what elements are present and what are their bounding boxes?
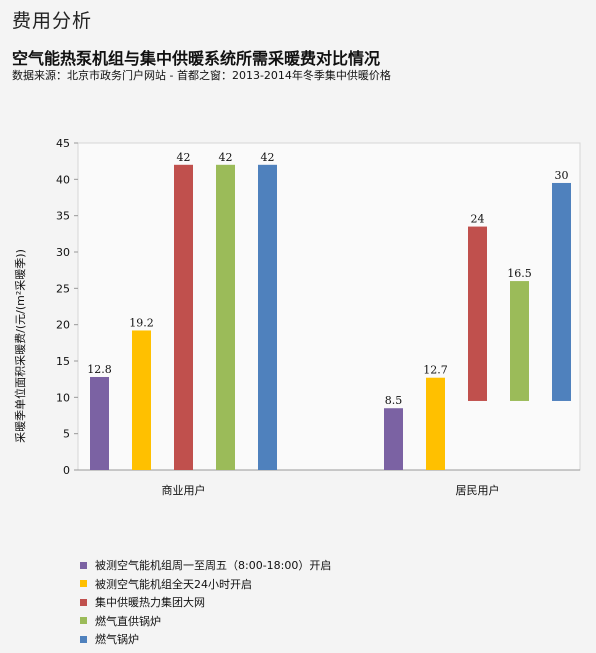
bar — [132, 330, 151, 470]
bars — [90, 164, 571, 471]
x-tick-label: 居民用户 — [456, 483, 500, 497]
page-title: 费用分析 — [12, 10, 93, 32]
bar — [90, 376, 109, 470]
x-axis: 商业用户 居民用户 — [162, 483, 500, 497]
legend-swatch — [80, 598, 87, 606]
y-tick-label: 40 — [56, 173, 70, 186]
y-tick-label: 5 — [63, 428, 70, 441]
legend-item: 被测空气能机组周一至周五（8:00-18:00）开启 — [80, 556, 331, 575]
bar — [510, 281, 529, 401]
legend-item: 燃气锅炉 — [80, 630, 331, 649]
bar-value-label: 30 — [555, 169, 569, 182]
legend-label: 燃气直供锅炉 — [95, 614, 161, 628]
legend-swatch — [80, 635, 87, 643]
y-tick-label: 15 — [56, 355, 70, 368]
legend-label: 集中供暖热力集团大网 — [95, 596, 205, 610]
legend-label: 被测空气能机组周一至周五（8:00-18:00）开启 — [95, 559, 332, 573]
legend: 被测空气能机组周一至周五（8:00-18:00）开启 被测空气能机组全天24小时开… — [80, 556, 331, 649]
legend-item: 燃气直供锅炉 — [80, 612, 331, 631]
legend-swatch — [80, 561, 87, 569]
y-tick-label: 45 — [56, 137, 70, 150]
x-tick-label: 商业用户 — [162, 483, 206, 497]
bar-value-label: 16.5 — [507, 267, 532, 280]
y-tick-label: 10 — [56, 391, 70, 404]
bar-chart: 0 5 10 15 20 25 30 35 40 45 12.8 19.2 42 42 42 8.5 12.7… — [13, 137, 581, 497]
legend-item: 集中供暖热力集团大网 — [80, 593, 331, 612]
y-axis: 0 5 10 15 20 25 30 35 40 45 — [56, 137, 78, 477]
y-tick-label: 20 — [56, 319, 70, 332]
legend-item: 被测空气能机组全天24小时开启 — [80, 575, 331, 594]
legend-label: 被测空气能机组全天24小时开启 — [95, 577, 252, 591]
chart-subtitle: 数据来源：北京市政务门户网站 - 首都之窗：2013-2014年冬季集中供暖价格 — [12, 69, 391, 82]
bar-value-label: 12.8 — [87, 363, 112, 376]
bar-value-label: 12.7 — [423, 364, 448, 377]
bar — [468, 226, 487, 401]
y-tick-label: 30 — [56, 246, 70, 259]
y-tick-label: 0 — [63, 464, 70, 477]
bar — [384, 408, 403, 470]
bar — [216, 164, 235, 471]
bar-value-label: 42 — [261, 151, 275, 164]
bar — [552, 182, 571, 401]
bar-value-label: 19.2 — [129, 316, 154, 329]
legend-swatch — [80, 617, 87, 625]
bar — [174, 164, 193, 471]
bar-value-label: 24 — [471, 213, 485, 226]
legend-swatch — [80, 580, 87, 588]
bar — [258, 164, 277, 471]
y-axis-label: 采暖季单位面积采暖费/(元/(m²采暖季)) — [13, 249, 27, 443]
bar-value-label: 42 — [177, 151, 191, 164]
bar-value-label: 8.5 — [385, 394, 403, 407]
bar-value-label: 42 — [219, 151, 233, 164]
y-tick-label: 35 — [56, 210, 70, 223]
y-tick-label: 25 — [56, 282, 70, 295]
chart-title: 空气能热泵机组与集中供暖系统所需采暖费对比情况 — [12, 49, 381, 68]
legend-label: 燃气锅炉 — [95, 633, 139, 647]
bar — [426, 377, 445, 470]
bar-labels: 12.8 19.2 42 42 42 8.5 12.7 24 16.5 30 — [87, 151, 568, 407]
plot-area — [77, 142, 581, 471]
